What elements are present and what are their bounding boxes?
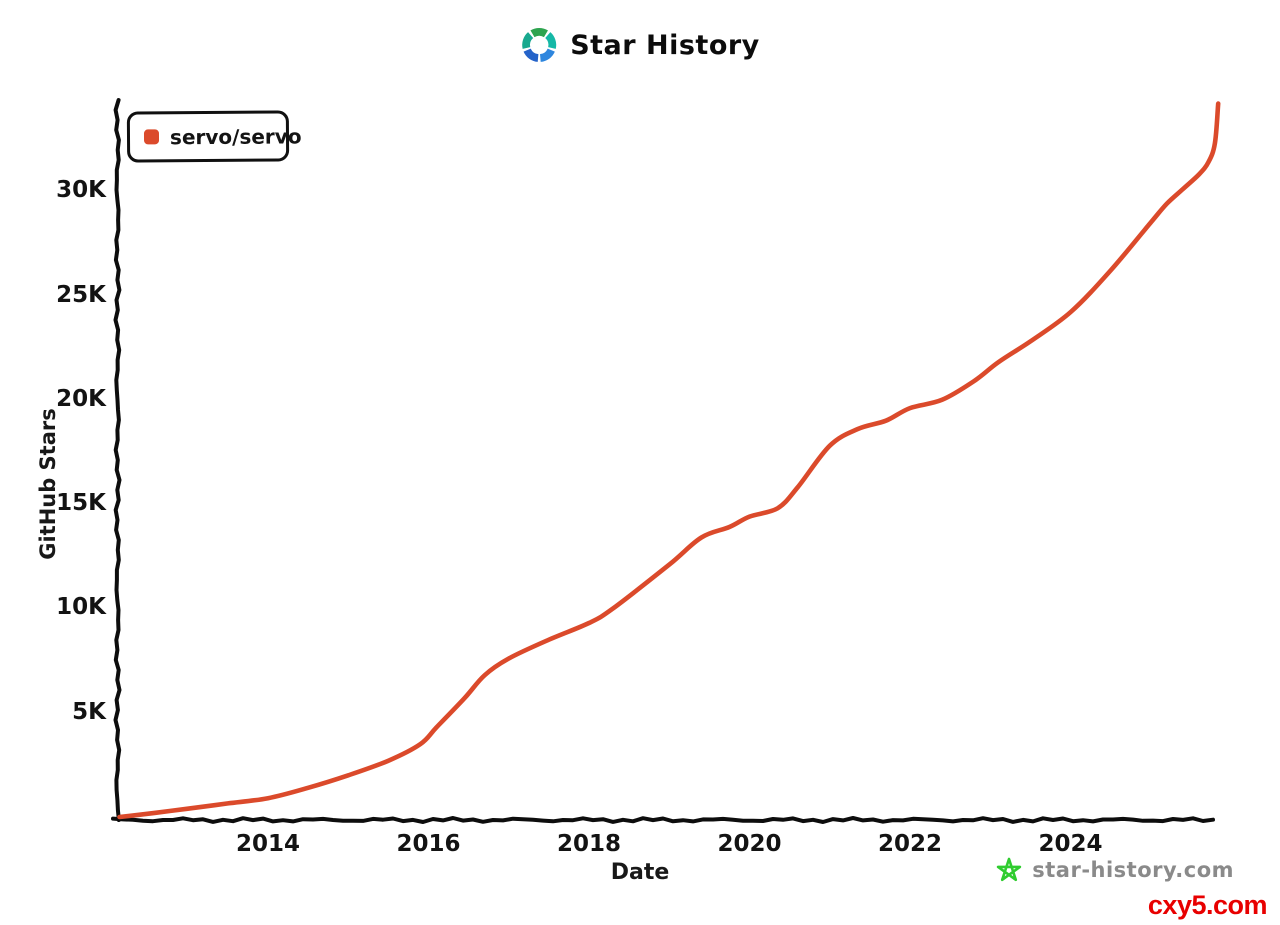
x-tick-label: 2016	[396, 831, 461, 857]
x-axis-title: Date	[610, 860, 670, 885]
watermark-text: star-history.com	[1032, 858, 1234, 882]
series-color-swatch	[143, 129, 160, 145]
logo-segment	[545, 32, 557, 49]
logo-segment	[530, 27, 548, 38]
x-tick-label: 2022	[877, 831, 943, 857]
logo-segment	[523, 48, 539, 62]
series-line-servo	[117, 101, 1221, 820]
logo-segment	[522, 32, 534, 49]
y-tick-label: 15K	[56, 490, 106, 517]
star-outline	[997, 857, 1022, 882]
y-tick-label: 5K	[72, 698, 106, 725]
y-tick-label: 20K	[56, 385, 106, 412]
legend-series-label: servo/servo	[169, 123, 302, 149]
header: Star History	[520, 26, 760, 64]
x-tick-label: 2018	[556, 831, 622, 857]
site-overlay-text: cxy5.com	[1147, 890, 1268, 920]
watermark: star-history.com	[995, 856, 1234, 884]
x-tick-label: 2020	[717, 831, 782, 857]
star-history-logo-icon	[522, 27, 557, 62]
page-title: Star History	[570, 29, 760, 61]
y-axis-line	[113, 98, 122, 822]
doodle-star-icon	[997, 857, 1022, 882]
x-axis-line	[111, 816, 1215, 824]
y-tick-label: 30K	[56, 177, 106, 204]
y-tick-label: 25K	[56, 281, 106, 308]
legend: servo/servo	[126, 110, 302, 163]
x-tick-label: 2024	[1038, 831, 1103, 857]
x-tick-label: 2014	[235, 831, 301, 857]
y-tick-label: 10K	[56, 594, 106, 621]
logo-segment	[540, 48, 555, 62]
